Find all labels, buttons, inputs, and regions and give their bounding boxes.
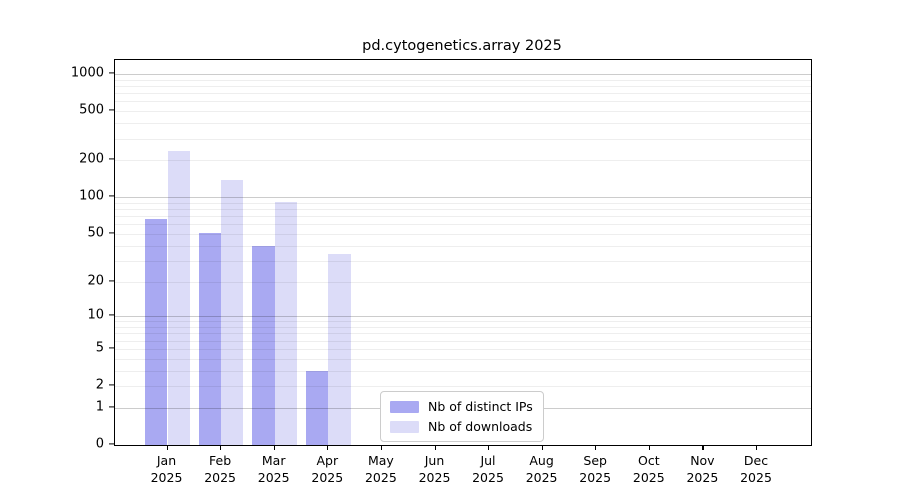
y-tick-mark-10 (109, 314, 114, 316)
gridline-y-90 (115, 202, 811, 204)
x-tick-label-jun: Jun 2025 (418, 453, 451, 485)
bar-jan-downloads (167, 150, 190, 445)
x-tick-label-feb: Feb 2025 (204, 453, 236, 485)
gridline-y-500 (115, 111, 811, 113)
gridline-y-300 (115, 138, 811, 140)
bar-mar-distinct-ips (252, 245, 275, 445)
x-tick-mark-jan (166, 445, 168, 450)
y-tick-mark-5 (109, 347, 114, 349)
y-tick-label-1: 1 (95, 399, 104, 415)
x-tick-mark-aug (541, 445, 543, 450)
legend-swatch-distinct-ips (390, 400, 419, 413)
gridline-y-400 (115, 123, 811, 125)
y-tick-mark-20 (109, 279, 114, 282)
y-tick-label-1000: 1000 (70, 65, 104, 81)
y-tick-mark-1 (109, 406, 114, 408)
x-tick-mark-dec (756, 445, 758, 450)
gridline-y-100 (115, 197, 811, 199)
x-tick-label-nov: Nov 2025 (686, 453, 719, 485)
legend-label-downloads: Nb of downloads (428, 419, 533, 434)
legend: Nb of distinct IPs Nb of downloads (380, 391, 544, 442)
x-tick-label-apr: Apr 2025 (311, 453, 344, 485)
bar-apr-downloads (328, 254, 351, 445)
x-tick-label-oct: Oct 2025 (632, 453, 665, 485)
x-tick-label-sep: Sep 2025 (579, 453, 612, 485)
gridline-y-80 (115, 209, 811, 210)
y-tick-mark-2 (109, 384, 114, 386)
y-tick-label-100: 100 (79, 188, 104, 204)
x-tick-mark-apr (327, 445, 329, 450)
x-tick-label-mar: Mar 2025 (257, 453, 290, 485)
x-tick-mark-oct (648, 445, 650, 450)
y-tick-mark-0 (109, 443, 114, 445)
bar-mar-downloads (274, 201, 298, 445)
gridline-y-600 (115, 101, 811, 103)
y-tick-label-50: 50 (87, 225, 104, 241)
y-tick-mark-1000 (109, 72, 114, 74)
x-tick-mark-jun (434, 445, 436, 450)
y-tick-mark-100 (109, 195, 114, 197)
y-tick-label-2: 2 (95, 377, 104, 393)
x-tick-mark-may (380, 445, 383, 450)
x-tick-mark-nov (702, 445, 704, 450)
bar-feb-distinct-ips (198, 232, 222, 445)
gridline-y-1000 (115, 74, 811, 75)
bar-jan-distinct-ips (145, 219, 168, 445)
x-tick-mark-feb (220, 445, 222, 450)
gridline-y-900 (115, 79, 811, 81)
y-tick-label-200: 200 (79, 151, 104, 167)
gridline-y-700 (115, 93, 811, 95)
gridline-y-800 (115, 86, 811, 87)
y-tick-mark-200 (109, 158, 114, 160)
y-tick-label-20: 20 (87, 273, 104, 288)
x-tick-label-jul: Jul 2025 (472, 453, 504, 485)
bar-apr-distinct-ips (305, 370, 329, 445)
legend-entry-distinct-ips: Nb of distinct IPs (390, 399, 533, 414)
y-tick-label-10: 10 (87, 307, 104, 323)
x-tick-mark-jul (488, 445, 490, 450)
gridline-y-200 (115, 160, 811, 162)
x-tick-label-dec: Dec 2025 (740, 453, 772, 485)
chart-title: pd.cytogenetics.array 2025 (362, 38, 562, 54)
y-tick-label-0: 0 (95, 436, 104, 452)
x-tick-label-aug: Aug 2025 (525, 453, 558, 485)
gridline-y-70 (115, 216, 811, 218)
x-tick-mark-mar (273, 445, 275, 450)
x-tick-label-may: May 2025 (364, 453, 397, 485)
legend-entry-downloads: Nb of downloads (390, 419, 533, 434)
y-tick-mark-50 (109, 232, 114, 234)
legend-label-distinct-ips: Nb of distinct IPs (428, 399, 533, 414)
y-tick-label-500: 500 (79, 102, 104, 118)
legend-swatch-downloads (390, 420, 419, 433)
x-tick-mark-sep (595, 445, 597, 450)
x-tick-label-jan: Jan 2025 (150, 453, 183, 485)
y-tick-mark-500 (109, 109, 114, 111)
plot-area: Nb of distinct IPs Nb of downloads (114, 59, 812, 446)
bar-feb-downloads (221, 180, 244, 445)
gridline-y-60 (115, 224, 811, 226)
y-tick-label-5: 5 (95, 340, 104, 356)
